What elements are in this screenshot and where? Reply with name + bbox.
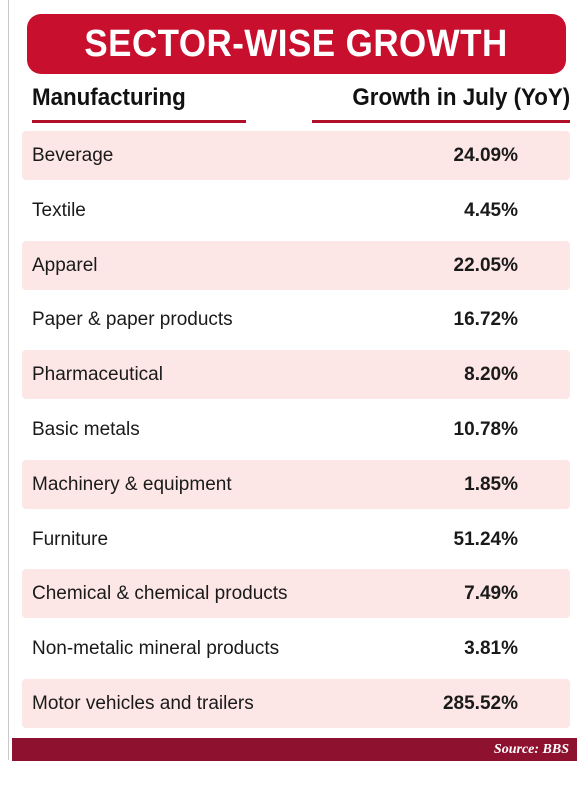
sector-name: Textile bbox=[32, 199, 86, 221]
left-frame-line bbox=[8, 0, 9, 760]
sector-name: Non-metalic mineral products bbox=[32, 638, 280, 660]
table-row: Non-metalic mineral products 3.81% bbox=[22, 624, 570, 673]
sector-name: Furniture bbox=[32, 528, 109, 550]
growth-value: 10.78% bbox=[453, 418, 518, 440]
growth-value: 22.05% bbox=[453, 254, 518, 276]
table-header: Manufacturing Growth in July (YoY) bbox=[22, 84, 570, 126]
growth-value: 8.20% bbox=[464, 364, 518, 386]
growth-value: 1.85% bbox=[464, 473, 518, 495]
sector-name: Apparel bbox=[32, 254, 98, 276]
source-note: Source: BBS bbox=[493, 742, 569, 757]
header-underline-right bbox=[312, 120, 570, 123]
sector-name: Pharmaceutical bbox=[32, 364, 163, 386]
growth-value: 3.81% bbox=[464, 638, 518, 660]
title-banner: SECTOR-WISE GROWTH bbox=[27, 14, 566, 74]
chart-title: SECTOR-WISE GROWTH bbox=[84, 22, 509, 65]
table-row: Furniture 51.24% bbox=[22, 515, 570, 564]
table-row: Chemical & chemical products 7.49% bbox=[22, 569, 570, 619]
table-row: Motor vehicles and trailers 285.52% bbox=[22, 678, 570, 728]
growth-value: 285.52% bbox=[442, 692, 518, 714]
growth-value: 24.09% bbox=[453, 145, 518, 166]
footer-bar: Source: BBS bbox=[12, 738, 577, 761]
sector-name: Machinery & equipment bbox=[32, 473, 232, 495]
table-row: Beverage 24.09% bbox=[22, 131, 570, 180]
column-header-sector: Manufacturing bbox=[32, 84, 186, 111]
growth-value: 16.72% bbox=[453, 309, 518, 331]
growth-table: Beverage 24.09% Textile 4.45% Apparel 22.05% P… bbox=[22, 131, 570, 734]
growth-value: 4.45% bbox=[464, 199, 518, 221]
sector-name: Beverage bbox=[32, 145, 114, 166]
table-row: Basic metals 10.78% bbox=[22, 405, 570, 454]
column-header-growth: Growth in July (YoY) bbox=[352, 84, 570, 111]
growth-value: 51.24% bbox=[453, 528, 518, 550]
sector-name: Basic metals bbox=[32, 418, 140, 440]
table-row: Pharmaceutical 8.20% bbox=[22, 350, 570, 400]
table-row: Apparel 22.05% bbox=[22, 240, 570, 290]
header-underline-left bbox=[32, 120, 246, 123]
sector-name: Paper & paper products bbox=[32, 309, 233, 331]
growth-value: 7.49% bbox=[464, 583, 518, 605]
sector-name: Chemical & chemical products bbox=[32, 583, 288, 605]
table-row: Machinery & equipment 1.85% bbox=[22, 459, 570, 509]
table-row: Textile 4.45% bbox=[22, 186, 570, 235]
sector-name: Motor vehicles and trailers bbox=[32, 692, 254, 714]
table-row: Paper & paper products 16.72% bbox=[22, 295, 570, 344]
